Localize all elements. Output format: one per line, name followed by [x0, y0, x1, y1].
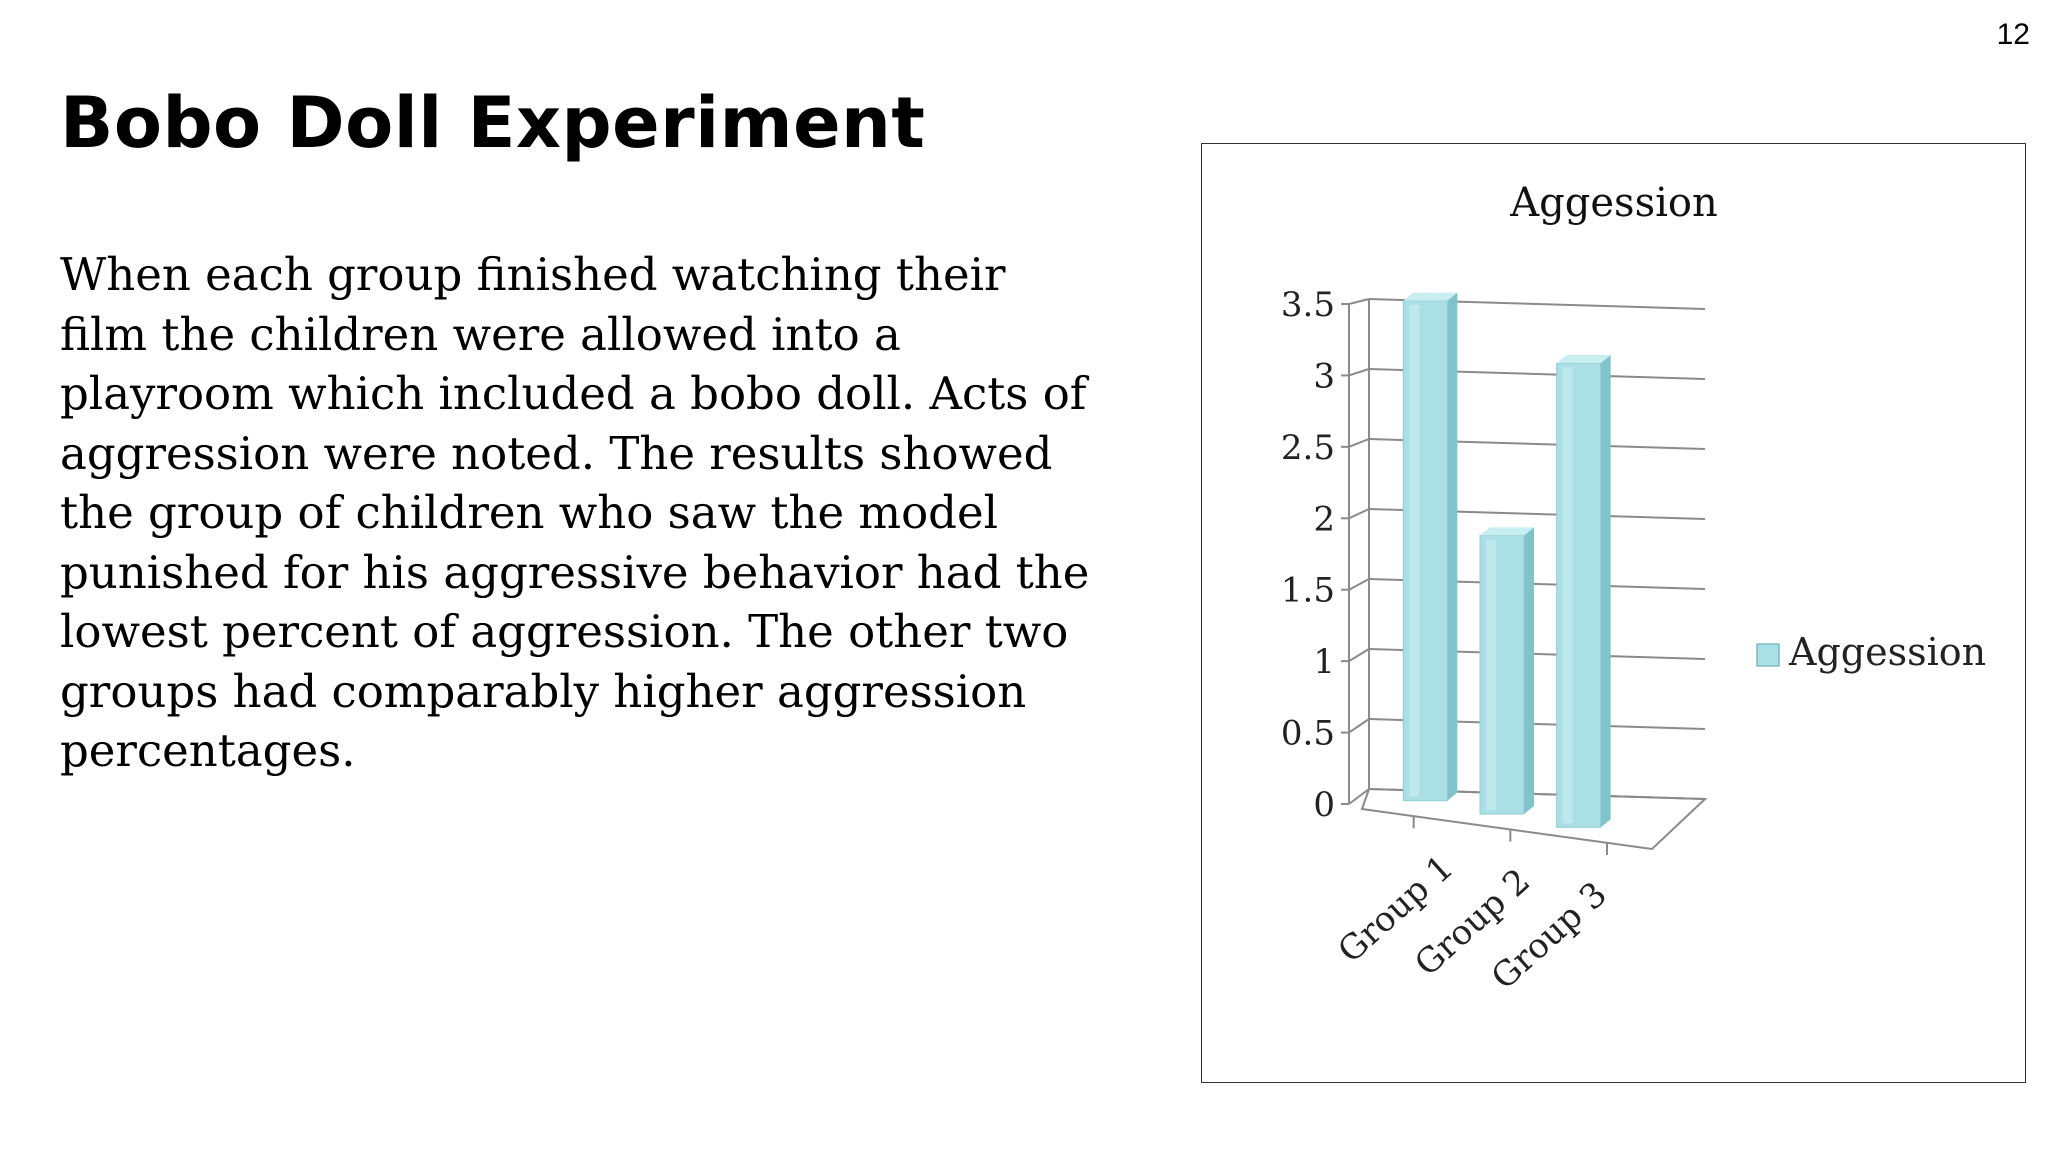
y-tick-label: 3.5: [1281, 285, 1335, 325]
legend-swatch: [1756, 643, 1780, 667]
body-paragraph: When each group finished watching their …: [60, 245, 1180, 781]
y-tick-label: 2.5: [1281, 428, 1335, 468]
body-line: groups had comparably higher aggression: [60, 664, 1027, 718]
body-line: percentages.: [60, 724, 356, 777]
slide-number: 12: [1996, 18, 2030, 51]
gridline-side: [1348, 718, 1370, 734]
y-tick-label: 3: [1313, 356, 1335, 396]
y-tick-label: 0.5: [1281, 714, 1335, 754]
bar-highlight: [1409, 304, 1420, 797]
gridline-side: [1348, 648, 1370, 662]
slide-title: Bobo Doll Experiment: [60, 82, 926, 164]
legend-label: Aggession: [1788, 630, 1986, 674]
y-tick-label: 2: [1313, 499, 1335, 539]
body-line: When each group finished watching their: [60, 248, 1006, 301]
y-tick-label: 1: [1313, 642, 1335, 682]
gridline-side: [1348, 578, 1370, 591]
gridline-side: [1348, 508, 1370, 520]
body-line: punished for his aggressive behavior had…: [60, 545, 1090, 599]
y-tick-label: 0: [1313, 785, 1335, 825]
body-line: the group of children who saw the model: [60, 486, 998, 539]
body-line: playroom which included a bobo doll. Act…: [60, 367, 1087, 420]
chart-title: Aggession: [1509, 180, 1717, 226]
gridline-side: [1348, 298, 1370, 305]
bar-side: [1524, 527, 1534, 814]
bar-top: [1480, 527, 1534, 536]
bar-highlight: [1486, 539, 1496, 810]
body-line: film the children were allowed into a: [60, 307, 901, 361]
body-line: lowest percent of aggression. The other …: [60, 605, 1069, 658]
bar-highlight: [1562, 367, 1573, 824]
bar-top: [1556, 355, 1611, 364]
bar-side: [1447, 292, 1458, 801]
y-tick-label: 1.5: [1281, 571, 1335, 611]
bar-top: [1403, 292, 1458, 301]
bar-side: [1600, 355, 1611, 828]
body-line: aggression were noted. The results showe…: [60, 426, 1053, 480]
gridline-side: [1348, 438, 1370, 448]
gridline-side: [1348, 788, 1370, 805]
chart-floor: [1360, 787, 1708, 851]
gridline-side: [1348, 368, 1370, 377]
